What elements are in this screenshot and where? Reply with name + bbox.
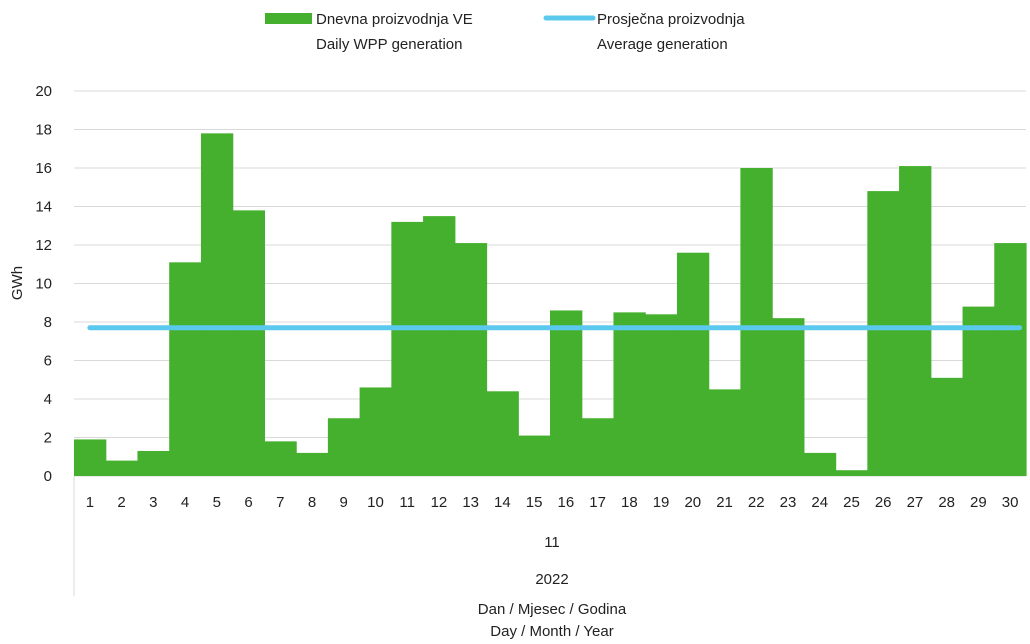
y-axis-label: GWh	[9, 266, 26, 300]
x-tick-label: 21	[716, 494, 733, 511]
x-tick-label: 9	[340, 494, 348, 511]
bar	[708, 389, 741, 476]
x-tick-label: 20	[684, 494, 701, 511]
legend-label-line-line2: Average generation	[597, 36, 728, 53]
bar	[645, 314, 678, 476]
y-tick-label: 0	[44, 468, 52, 485]
bar	[296, 452, 329, 476]
x-axis-ticks: 1 2 3 4 5 6 7 8 9 10 11 12 13 14 15 16 17 18 19 20 21 22 23 24 2…	[86, 494, 1019, 511]
y-axis-ticks: 0 2 4 6 8 10 12 14 16 18 20	[35, 83, 52, 485]
bar	[740, 168, 773, 476]
bar	[581, 418, 615, 476]
bar	[391, 221, 424, 476]
bar	[423, 216, 456, 476]
x-tick-label: 8	[308, 494, 316, 511]
bar	[613, 312, 646, 476]
x-tick-label: 30	[1002, 494, 1019, 511]
x-tick-label: 4	[181, 494, 189, 511]
y-tick-label: 10	[35, 276, 52, 293]
x-tick-label: 19	[653, 494, 670, 511]
x-tick-label: 1	[86, 494, 94, 511]
year-label: 2022	[535, 571, 568, 588]
x-tick-label: 18	[621, 494, 638, 511]
y-tick-label: 20	[35, 83, 52, 100]
x-tick-label: 29	[970, 494, 987, 511]
bar	[930, 377, 964, 476]
x-tick-label: 15	[526, 494, 543, 511]
bar	[676, 252, 710, 476]
y-tick-label: 6	[44, 353, 52, 370]
bar	[772, 318, 805, 476]
bar-series	[74, 133, 1027, 476]
y-tick-label: 18	[35, 122, 52, 139]
x-tick-label: 23	[780, 494, 797, 511]
month-label: 11	[544, 534, 560, 551]
bar	[137, 450, 170, 476]
bar	[899, 166, 932, 476]
bar	[803, 452, 837, 476]
x-tick-label: 7	[276, 494, 284, 511]
y-tick-label: 8	[44, 314, 52, 331]
bar	[105, 460, 139, 476]
y-tick-label: 4	[44, 391, 52, 408]
x-tick-label: 3	[149, 494, 157, 511]
legend-label-bar-line1: Dnevna proizvodnja VE	[316, 11, 473, 28]
bar	[327, 418, 361, 476]
x-axis-label-line1: Dan / Mjesec / Godina	[478, 601, 627, 618]
x-tick-label: 11	[399, 494, 415, 511]
x-tick-label: 13	[462, 494, 479, 511]
bar	[74, 439, 107, 476]
bar	[264, 441, 297, 476]
x-tick-label: 6	[244, 494, 252, 511]
bar	[486, 391, 519, 476]
x-tick-label: 26	[875, 494, 892, 511]
x-tick-label: 28	[938, 494, 955, 511]
x-tick-label: 27	[907, 494, 924, 511]
x-tick-label: 14	[494, 494, 511, 511]
bar	[867, 191, 900, 476]
legend-label-bar-line2: Daily WPP generation	[316, 36, 462, 53]
x-tick-label: 25	[843, 494, 860, 511]
bar	[518, 435, 551, 476]
bar	[200, 133, 234, 476]
legend-swatch-bar	[265, 13, 312, 24]
bar	[835, 470, 868, 476]
x-tick-label: 16	[558, 494, 575, 511]
y-tick-label: 2	[44, 430, 52, 447]
bar	[359, 387, 392, 476]
bar	[232, 210, 265, 476]
y-tick-label: 12	[35, 237, 52, 254]
x-tick-label: 5	[213, 494, 221, 511]
legend-label-line-line1: Prosječna proizvodnja	[597, 11, 745, 28]
bar	[994, 243, 1027, 476]
y-tick-label: 16	[35, 160, 52, 177]
x-tick-label: 12	[431, 494, 448, 511]
x-tick-label: 2	[117, 494, 125, 511]
bar	[169, 262, 202, 476]
x-tick-label: 10	[367, 494, 384, 511]
y-tick-label: 14	[35, 199, 52, 216]
x-axis-label-line2: Day / Month / Year	[490, 623, 613, 640]
legend: Dnevna proizvodnja VE Daily WPP generati…	[265, 11, 745, 53]
x-tick-label: 22	[748, 494, 765, 511]
x-tick-label: 24	[811, 494, 828, 511]
bar	[962, 306, 995, 476]
bar	[454, 243, 488, 476]
x-tick-label: 17	[589, 494, 606, 511]
bar	[550, 310, 583, 476]
